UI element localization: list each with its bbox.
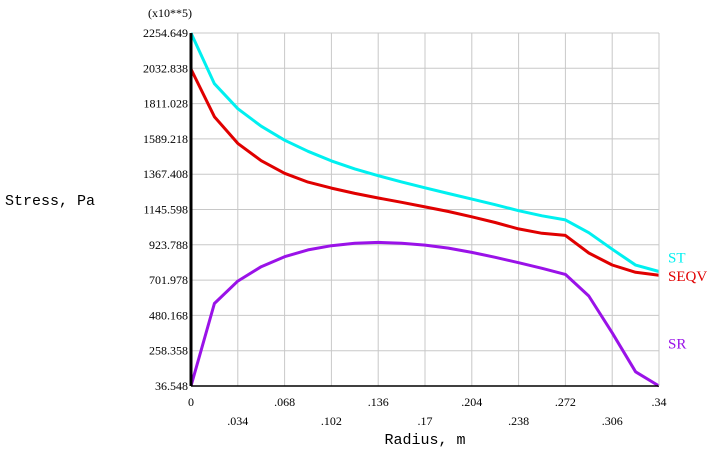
x-tick-label: .204 [461, 395, 482, 409]
y-tick-label: 36.548 [155, 379, 188, 393]
y-tick-label: 1367.408 [143, 167, 188, 181]
tick-labels: 36.548 258.358 480.168 701.978 923.788 1145.5… [143, 26, 667, 428]
y-tick-label: 1811.028 [143, 97, 188, 111]
x-tick-label: .034 [227, 414, 248, 428]
y-tick-label: 2254.649 [143, 26, 188, 40]
series-line-seqv [189, 68, 660, 277]
y-axis-multiplier: (x10**5) [148, 6, 192, 20]
y-tick-label: 701.978 [149, 273, 188, 287]
y-tick-label: 480.168 [149, 308, 188, 322]
x-tick-label: .102 [321, 414, 342, 428]
y-tick-label: 1145.598 [143, 203, 188, 217]
series-labels: ST SEQV SR [668, 251, 707, 353]
x-tick-label: .068 [274, 395, 295, 409]
y-tick-label: 923.788 [149, 238, 188, 252]
x-axis-title: Radius, m [384, 432, 465, 449]
x-tick-label: .34 [652, 395, 667, 409]
y-tick-label: 2032.838 [143, 61, 188, 75]
y-axis-title: Stress, Pa [5, 193, 95, 210]
axes [189, 33, 660, 387]
series-line-st [189, 32, 660, 273]
series-line-sr [189, 240, 660, 388]
series-lines [189, 32, 660, 388]
x-tick-label: 0 [188, 395, 194, 409]
y-tick-label: 258.358 [149, 344, 188, 358]
x-tick-label: .17 [418, 414, 433, 428]
series-label-sr: SR [668, 337, 686, 353]
x-tick-label: .306 [602, 414, 623, 428]
y-tick-label: 1589.218 [143, 132, 188, 146]
x-tick-label: .136 [368, 395, 389, 409]
series-label-st: ST [668, 251, 686, 267]
x-tick-label: .238 [508, 414, 529, 428]
x-tick-label: .272 [555, 395, 576, 409]
grid-lines [191, 32, 660, 386]
series-label-seqv: SEQV [668, 269, 707, 285]
